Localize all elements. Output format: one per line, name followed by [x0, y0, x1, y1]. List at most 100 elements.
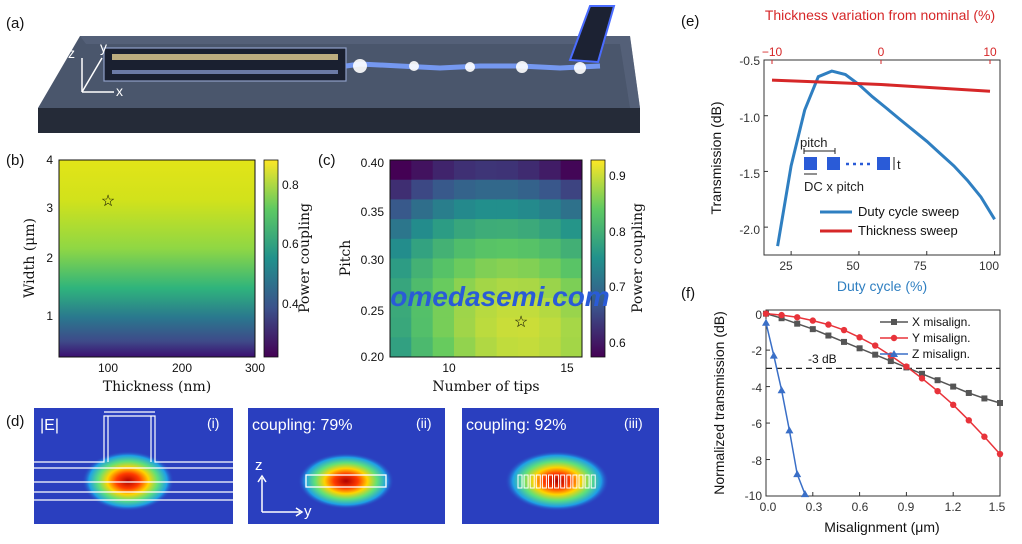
- heatmap-c-cell: [496, 278, 519, 299]
- y-tick-c: 0.30: [361, 253, 385, 267]
- heatmap-c-cell: [560, 160, 583, 181]
- heatmap-c-cell: [475, 219, 498, 240]
- colorbar-c-label: Power coupling: [630, 203, 646, 313]
- heatmap-c-cell: [411, 317, 434, 338]
- heatmap-c-cell: [475, 179, 498, 200]
- point-y-misalign: [950, 401, 957, 409]
- panel-b: (b) ☆ 0.8 0.6 0.4 Power coupling 100 200…: [6, 152, 313, 395]
- x-tick-c: 10: [442, 361, 456, 375]
- optimum-star-b: ☆: [101, 193, 115, 210]
- legend-f-y: Y misalign.: [912, 331, 970, 345]
- point-x-misalign: [997, 400, 1003, 406]
- x-axis-label-b: Thickness (nm): [103, 379, 212, 395]
- colorbar-c: [590, 159, 606, 358]
- y-tick-e: -1.0: [739, 111, 760, 125]
- x-tick-b: 200: [172, 361, 192, 375]
- heatmap-c-cell: [560, 258, 583, 279]
- heatmap-c-cell: [496, 297, 519, 319]
- point-y-misalign: [825, 321, 832, 328]
- heatmap-c-cell: [560, 317, 583, 338]
- colorbar-b-tick: 0.6: [282, 237, 299, 251]
- heatmap-c-cell: [475, 199, 498, 220]
- point-y-misalign: [965, 417, 972, 424]
- heatmap-c-cell: [411, 199, 434, 220]
- waveguide-stripe-lower: [112, 70, 338, 74]
- heatmap-c-cell: [496, 179, 519, 200]
- x-tick-f: 0.0: [760, 500, 777, 514]
- heatmap-c-cell: [411, 297, 434, 319]
- panel-label-a: (a): [6, 15, 24, 32]
- plot-frame-f: [765, 309, 1001, 497]
- heatmap-c-cell: [539, 179, 562, 200]
- heatmap-c-cell: [432, 199, 455, 220]
- point-y-misalign: [840, 326, 848, 334]
- tip-outline: [578, 474, 584, 489]
- subpanel-tag-iii: (iii): [624, 415, 643, 431]
- point-x-misalign: [934, 377, 941, 384]
- tip-outline: [535, 474, 541, 489]
- heatmap-c-cell: [518, 219, 540, 240]
- panel-c: (c) ☆ 0.9 0.8 0.7 0.6 Power coupling 10 …: [318, 152, 646, 395]
- heatmap-c-cell: [432, 337, 455, 358]
- tip-outline: [541, 474, 547, 489]
- y-tick-e: -1.5: [739, 167, 760, 181]
- heatmap-c-cell: [411, 219, 434, 240]
- heatmap-c-cell: [539, 258, 562, 279]
- tip-outline: [517, 474, 523, 489]
- heatmap-c-cell: [432, 258, 455, 279]
- point-z-misalign: [762, 318, 770, 326]
- heatmap-b-frame: [58, 159, 256, 358]
- inset-schematic: [803, 148, 895, 175]
- heatmap-c-cell: [475, 337, 498, 358]
- series-duty-cycle-line: [776, 69, 996, 247]
- legend-f-marker-x: [891, 319, 897, 325]
- heatmap-c-cell: [432, 297, 455, 319]
- y-tick-b: 4: [46, 153, 53, 167]
- colorbar-c-tick: 0.7: [609, 280, 626, 294]
- heatmap-c-cell: [411, 238, 434, 259]
- fiber-probe: [568, 5, 616, 64]
- y-tick-c: 0.20: [361, 350, 385, 364]
- colorbar-b-tick: 0.4: [282, 297, 299, 311]
- heatmap-c-cell: [560, 337, 583, 358]
- heatmap-c-cell: [411, 179, 434, 200]
- point-z-misalign: [801, 490, 809, 498]
- y-axis-label-c: Pitch: [338, 240, 354, 276]
- light-spot-3: [465, 62, 475, 72]
- y-tick-f: -8: [751, 454, 762, 468]
- legend-f-marker-z: [890, 350, 898, 357]
- point-y-misalign: [981, 433, 988, 440]
- chip-front-face: [38, 108, 640, 133]
- heatmap-c-cell: [475, 258, 498, 279]
- heatmap-c: [390, 160, 583, 358]
- x-tick-c: 15: [560, 361, 574, 375]
- heatmap-c-cell: [496, 199, 519, 220]
- mode-profile-ii: [298, 453, 394, 509]
- heatmap-c-cell: [475, 238, 498, 259]
- point-y-misalign: [918, 375, 926, 382]
- heatmap-c-cell: [496, 337, 519, 358]
- y-tick-b: 3: [46, 201, 53, 215]
- heatmap-c-cell: [454, 258, 476, 279]
- point-z-misalign: [793, 470, 802, 478]
- y-tick-f: -6: [751, 417, 762, 431]
- heatmap-c-cell: [560, 238, 583, 259]
- coupling-label-ii: coupling: 79%: [252, 417, 353, 434]
- point-y-misalign: [809, 317, 816, 324]
- heatmap-c-cell: [390, 337, 412, 358]
- heatmap-c-cell: [432, 160, 455, 181]
- series-x-misalign-line: [765, 312, 1001, 404]
- heatmap-c-cell: [454, 179, 476, 200]
- heatmap-c-cell: [432, 238, 455, 259]
- panel-label-f: (f): [681, 285, 695, 302]
- heatmap-c-cell: [390, 278, 412, 299]
- point-x-misalign: [841, 338, 847, 345]
- subpanel-tag-i: (i): [207, 415, 219, 431]
- optimum-star-c: ☆: [514, 314, 528, 331]
- axes-glyph: [81, 57, 114, 93]
- point-x-misalign: [856, 345, 863, 352]
- top-tick-e: 0: [878, 45, 885, 59]
- threshold-label: -3 dB: [808, 352, 837, 366]
- light-spot-1: [353, 59, 367, 73]
- field-label-i: |E|: [40, 417, 59, 434]
